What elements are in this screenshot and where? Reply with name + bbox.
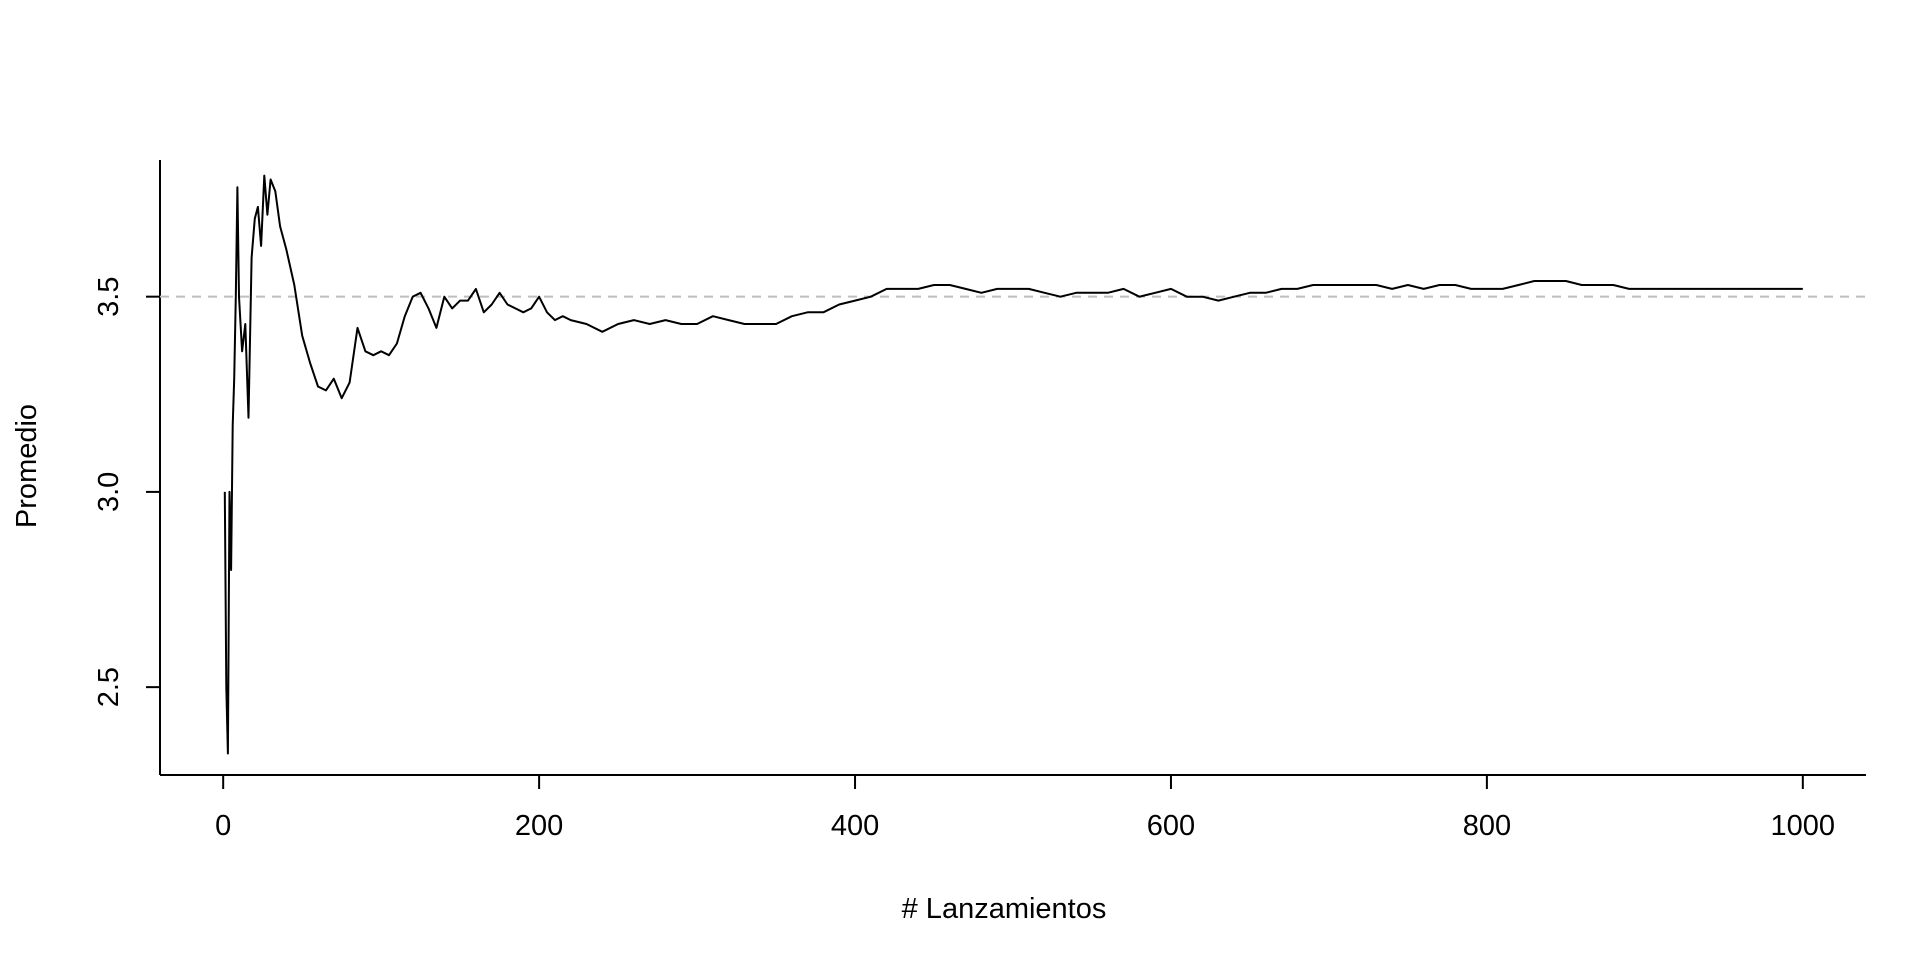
x-tick-label: 600	[1147, 810, 1195, 842]
x-tick-label: 0	[215, 810, 231, 842]
y-tick-label: 3.0	[93, 472, 125, 512]
x-axis-title: # Lanzamientos	[902, 893, 1107, 925]
x-tick-label: 1000	[1771, 810, 1836, 842]
x-tick-label: 400	[831, 810, 879, 842]
series-group	[223, 174, 1803, 755]
y-axis-title: Promedio	[11, 404, 43, 528]
y-tick-label: 3.5	[93, 277, 125, 317]
x-tick-label: 200	[515, 810, 563, 842]
x-tick-label: 800	[1463, 810, 1511, 842]
tick-label-group: 0 200 400 600 800 1000 2.5 3.0 3.5	[93, 277, 1835, 842]
series-line	[223, 174, 1803, 755]
y-tick-label: 2.5	[93, 667, 125, 707]
axes	[146, 160, 1866, 789]
